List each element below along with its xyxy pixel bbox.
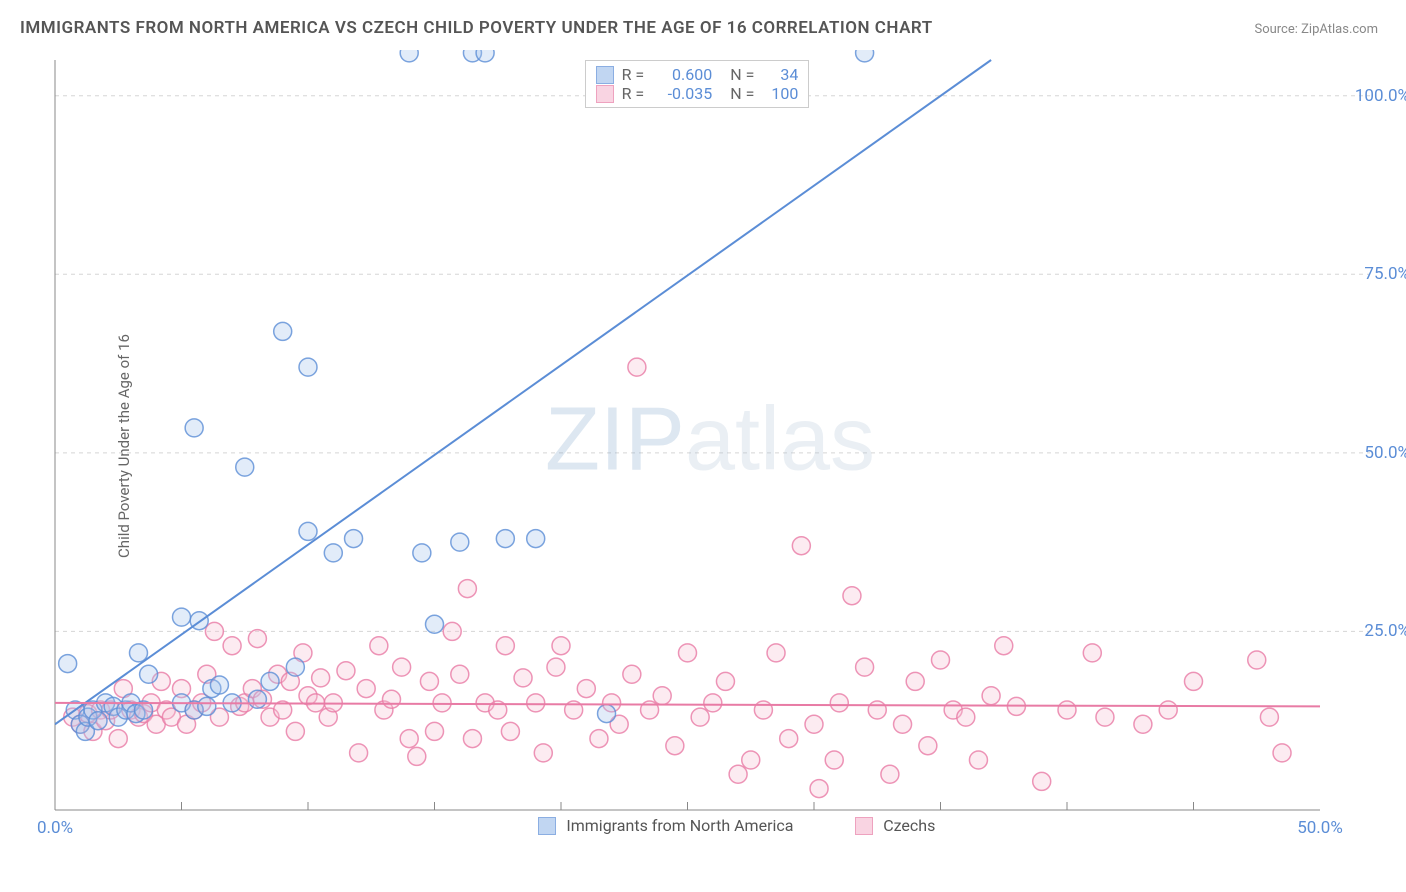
chart-title: IMMIGRANTS FROM NORTH AMERICA VS CZECH C… xyxy=(20,18,933,38)
series-legend-2: Czechs xyxy=(855,816,935,835)
series-legend-1: Immigrants from North America xyxy=(538,816,793,835)
scatter-chart xyxy=(50,50,1370,840)
legend-swatch xyxy=(855,817,873,835)
x-tick-label: 50.0% xyxy=(1297,818,1343,838)
legend-label: Immigrants from North America xyxy=(566,816,793,835)
legend-swatch xyxy=(538,817,556,835)
plot-area: ZIPatlas R = 0.600 N = 34 R = -0.035 N =… xyxy=(50,50,1370,840)
legend-row: R = 0.600 N = 34 xyxy=(596,65,799,84)
legend-swatch xyxy=(596,66,614,84)
y-tick-label: 50.0% xyxy=(1364,443,1406,463)
correlation-legend: R = 0.600 N = 34 R = -0.035 N = 100 xyxy=(585,60,810,108)
legend-swatch xyxy=(596,85,614,103)
y-tick-label: 75.0% xyxy=(1364,264,1406,284)
legend-row: R = -0.035 N = 100 xyxy=(596,84,799,103)
x-tick-label: 0.0% xyxy=(37,818,73,838)
source-credit: Source: ZipAtlas.com xyxy=(1254,22,1378,37)
y-tick-label: 100.0% xyxy=(1355,86,1406,106)
legend-label: Czechs xyxy=(883,816,935,835)
y-tick-label: 25.0% xyxy=(1364,621,1406,641)
